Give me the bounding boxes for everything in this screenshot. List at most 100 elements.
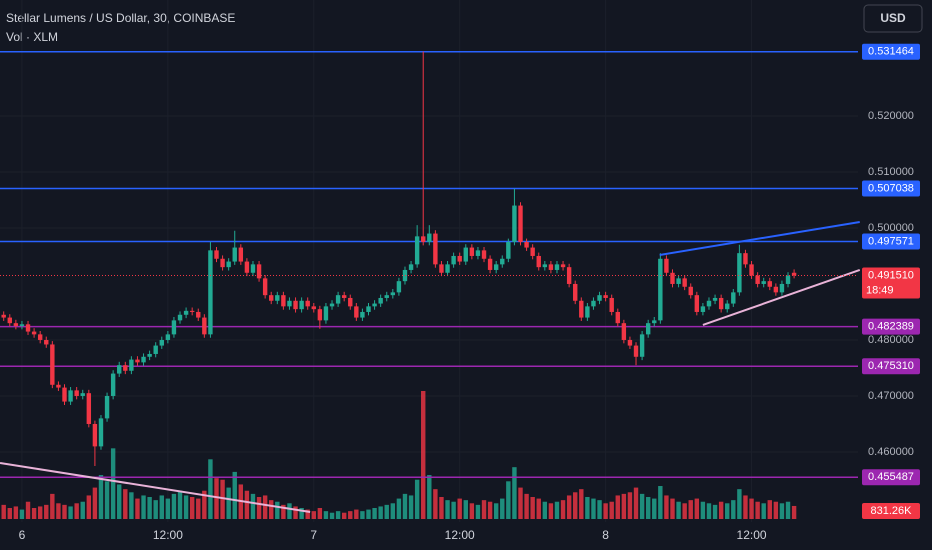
volume-bar: [56, 503, 61, 519]
volume-bar: [579, 489, 584, 519]
volume-bar: [749, 498, 754, 519]
candle-body: [518, 205, 523, 242]
y-tick-label: 0.510000: [868, 166, 914, 178]
volume-bar: [408, 495, 414, 519]
volume-bar: [621, 493, 627, 519]
volume-bar: [117, 484, 122, 519]
candle-body: [269, 295, 274, 301]
candle-body: [220, 258, 225, 268]
volume-bar: [536, 498, 541, 519]
candle-body: [287, 300, 292, 307]
currency-label[interactable]: USD: [880, 11, 906, 25]
volume-bar: [633, 487, 639, 519]
volume-bar: [761, 503, 766, 519]
candle-body: [1, 314, 6, 318]
candle-body: [585, 306, 590, 318]
candle-body: [621, 323, 627, 340]
candle-body: [129, 359, 134, 371]
candle-body: [208, 250, 213, 335]
candle-body: [579, 300, 584, 318]
candle-body: [390, 292, 396, 296]
candle-body: [329, 303, 335, 307]
candle-body: [706, 300, 712, 307]
volume-bar: [329, 512, 335, 519]
volume-bar: [554, 501, 560, 519]
candle-body: [463, 247, 468, 262]
candle-body: [718, 297, 724, 310]
volume-bar: [493, 503, 499, 519]
price-label-box: [862, 180, 920, 197]
candle-body: [232, 247, 237, 262]
candle-body: [372, 303, 377, 307]
currency-button[interactable]: [863, 4, 923, 33]
candle-body: [13, 323, 19, 326]
volume-bar: [183, 495, 189, 519]
candle-body: [591, 300, 596, 307]
candle-body: [506, 241, 511, 259]
volume-bar: [603, 503, 608, 519]
volume-bar: [421, 391, 426, 519]
volume-bar: [779, 503, 785, 519]
volume-bar: [214, 478, 219, 519]
volume-bar: [585, 497, 590, 519]
volume-bar: [104, 481, 110, 519]
candle-body: [275, 295, 280, 301]
candle-body: [238, 247, 244, 262]
volume-bar: [378, 506, 383, 519]
candle-body: [658, 258, 663, 321]
volume-bar: [1, 504, 6, 519]
volume-bar: [299, 508, 304, 519]
x-tick-label: 12:00: [737, 528, 767, 542]
candle-body: [360, 311, 365, 318]
volume-bar: [785, 501, 791, 519]
price-label-box: [862, 358, 920, 375]
volume-bar: [98, 475, 104, 519]
volume-bar: [706, 503, 712, 519]
volume-bar: [773, 501, 779, 519]
volume-bar: [530, 497, 535, 519]
candle-body: [214, 250, 219, 259]
volume-bar: [354, 509, 359, 519]
volume-bar: [44, 504, 49, 519]
volume-bar: [676, 501, 681, 519]
volume-bar: [414, 479, 420, 519]
candle-body: [31, 331, 37, 335]
candle-body: [500, 258, 505, 265]
volume-bar: [135, 498, 140, 519]
volume-bar: [670, 498, 675, 519]
volume-bar: [165, 498, 171, 519]
candle-body: [664, 258, 669, 273]
volume-bar: [755, 501, 760, 519]
x-tick-label: 7: [310, 528, 317, 542]
volume-bar: [189, 497, 195, 519]
candle-body: [639, 334, 645, 357]
candle-body: [524, 241, 529, 248]
volume-bar: [372, 508, 377, 519]
candle-body: [311, 306, 316, 310]
candle-body: [530, 247, 535, 256]
candle-body: [439, 264, 444, 273]
candle-body: [487, 258, 493, 270]
volume-bar: [250, 493, 256, 519]
x-tick-label: 8: [602, 528, 609, 542]
candle-body: [645, 323, 651, 335]
volume-bar: [129, 492, 134, 519]
candle-body: [104, 395, 110, 419]
volume-bar: [487, 501, 493, 519]
candle-body: [785, 275, 791, 284]
volume-bar: [658, 486, 663, 519]
candle-body: [676, 278, 681, 284]
candle-body: [171, 320, 177, 335]
candle-body: [86, 393, 92, 424]
volume-bar: [232, 471, 237, 519]
volume-bar: [645, 497, 651, 519]
candle-body: [475, 250, 481, 256]
volume-bar: [737, 489, 742, 519]
volume-bar: [390, 503, 396, 519]
volume-bar: [700, 501, 706, 519]
candle-body: [323, 306, 329, 321]
candle-body: [80, 393, 85, 396]
volume-bar: [457, 498, 462, 519]
candle-body: [183, 310, 189, 315]
